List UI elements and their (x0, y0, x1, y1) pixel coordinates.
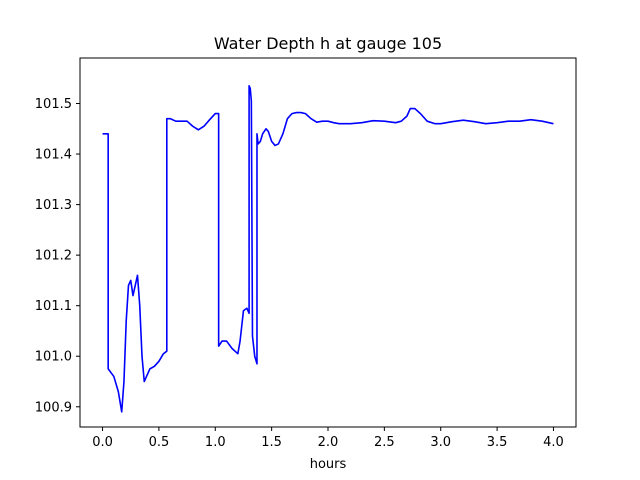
y-tick-label: 101.1 (35, 299, 72, 314)
y-tick-label: 101.4 (35, 148, 72, 163)
y-tick-label: 101.5 (35, 97, 72, 112)
x-tick-label: 1.5 (261, 435, 282, 450)
chart-title: Water Depth h at gauge 105 (214, 34, 442, 53)
x-tick-label: 4.0 (543, 435, 564, 450)
x-tick-label: 3.5 (487, 435, 508, 450)
x-tick-label: 1.0 (205, 435, 226, 450)
x-tick-label: 3.0 (430, 435, 451, 450)
y-tick-label: 101.3 (35, 198, 72, 213)
x-axis: 0.0 0.5 1.0 1.5 2.0 2.5 3.0 3.5 4.0 (92, 427, 564, 450)
x-axis-label: hours (310, 457, 347, 472)
y-tick-label: 101.0 (35, 350, 72, 365)
y-tick-label: 101.2 (35, 249, 72, 264)
y-tick-label: 100.9 (35, 400, 72, 415)
x-tick-label: 0.0 (92, 435, 113, 450)
x-tick-label: 0.5 (149, 435, 170, 450)
x-tick-label: 2.0 (318, 435, 339, 450)
y-axis: 100.9 101.0 101.1 101.2 101.3 101.4 101.5 (35, 97, 80, 415)
x-tick-label: 2.5 (374, 435, 395, 450)
series-line-0 (102, 85, 554, 413)
